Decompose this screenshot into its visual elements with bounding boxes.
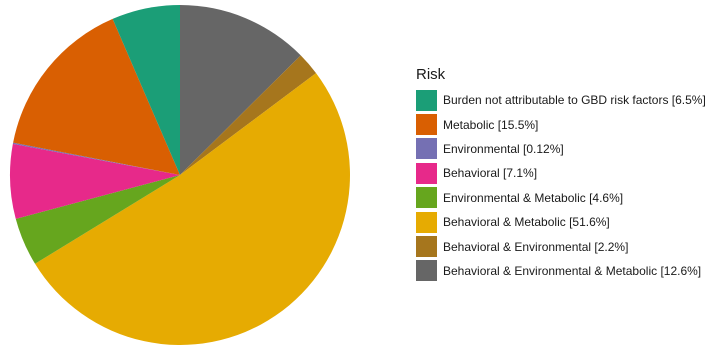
legend-item: Environmental & Metabolic [4.6%] [414, 186, 706, 210]
legend-item: Behavioral & Environmental [2.2%] [414, 234, 706, 258]
legend-swatch [416, 211, 437, 233]
legend-items: Burden not attributable to GBD risk fact… [414, 88, 706, 283]
legend-swatch [416, 89, 437, 111]
pie-slice-6 [180, 55, 317, 176]
legend-label: Burden not attributable to GBD risk fact… [443, 93, 706, 108]
legend-item: Burden not attributable to GBD risk fact… [414, 88, 706, 112]
pie-slice-1 [13, 18, 180, 176]
legend-swatch [416, 162, 437, 184]
legend-swatch [416, 260, 437, 282]
legend-swatch [416, 138, 437, 160]
legend: Risk Burden not attributable to GBD risk… [414, 66, 706, 283]
pie-slice-0 [112, 4, 180, 175]
pie-chart [9, 4, 351, 346]
legend-label: Behavioral & Environmental & Metabolic [… [443, 263, 702, 278]
pie-slice-7 [180, 5, 301, 175]
legend-label: Metabolic [15.5%] [443, 117, 539, 132]
legend-swatch [416, 187, 437, 209]
legend-swatch [416, 114, 437, 136]
legend-item: Behavioral [7.1%] [414, 161, 706, 185]
legend-item: Behavioral & Metabolic [51.6%] [414, 210, 706, 234]
legend-item: Metabolic [15.5%] [414, 112, 706, 136]
legend-title: Risk [416, 66, 446, 83]
pie-slice-5 [35, 73, 351, 346]
legend-swatch [416, 236, 437, 258]
legend-label: Behavioral & Environmental [2.2%] [443, 239, 629, 254]
legend-item: Environmental [0.12%] [414, 137, 706, 161]
legend-item: Behavioral & Environmental & Metabolic [… [414, 259, 706, 283]
legend-label: Behavioral [7.1%] [443, 166, 538, 181]
legend-label: Behavioral & Metabolic [51.6%] [443, 215, 610, 230]
legend-label: Environmental & Metabolic [4.6%] [443, 190, 624, 205]
legend-label: Environmental [0.12%] [443, 141, 564, 156]
pie-slice-3 [9, 143, 180, 219]
pie-slice-4 [15, 175, 181, 264]
pie-slice-2 [12, 142, 181, 175]
